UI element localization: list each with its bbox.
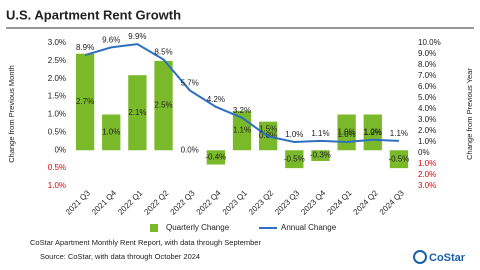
x-tick-label: 2023 Q2: [247, 188, 275, 216]
x-tick-label: 2022 Q2: [142, 188, 170, 216]
line-value-label: 1.2%: [364, 128, 382, 137]
line-value-label: 1.1%: [390, 129, 408, 138]
x-tick-label: 2022 Q3: [169, 188, 197, 216]
legend-swatch: [150, 224, 158, 232]
line-value-label: 8.5%: [154, 48, 172, 57]
y2-tick-label: 1.0%: [418, 159, 436, 168]
note: CoStar Apartment Monthly Rent Report, wi…: [30, 238, 261, 247]
x-tick-label: 2023 Q1: [221, 188, 249, 216]
y2-tick-label: 10.0%: [418, 38, 441, 47]
bar: [102, 114, 121, 151]
logo-mark: [413, 250, 427, 264]
y-tick-label: 0%: [54, 145, 66, 154]
bar-value-label: 1.0%: [364, 127, 382, 136]
line-value-label: 5.7%: [181, 78, 199, 87]
y-tick-label: 0.5%: [48, 127, 66, 136]
bar-value-label: 0.0%: [181, 145, 199, 154]
bar: [128, 75, 147, 151]
bar-value-label: -0.4%: [205, 153, 226, 162]
y-tick-label: 3.0%: [48, 38, 66, 47]
bar: [206, 150, 225, 165]
chart-title: U.S. Apartment Rent Growth: [6, 7, 181, 22]
line-value-label: 4.2%: [207, 95, 225, 104]
bar: [75, 53, 95, 151]
line-value-label: 9.9%: [128, 32, 146, 41]
y-axis-title: Change from Previous Month: [7, 65, 16, 163]
y2-tick-label: 3.0%: [418, 181, 436, 190]
bar-value-label: 2.1%: [128, 108, 146, 117]
bar-value-label: 1.1%: [233, 126, 251, 135]
line-value-label: 8.9%: [76, 43, 94, 52]
y2-tick-label: 1.0%: [418, 137, 436, 146]
y2-tick-label: 4.0%: [418, 104, 436, 113]
y2-tick-label: 9.0%: [418, 49, 436, 58]
x-tick-label: 2023 Q3: [273, 188, 301, 216]
bar: [154, 60, 173, 151]
x-tick-label: 2021 Q3: [64, 188, 92, 216]
bar-value-label: -0.5%: [388, 154, 409, 163]
y-tick-label: 1.0%: [48, 181, 66, 190]
y2-tick-label: 2.0%: [418, 170, 436, 179]
y2-tick-label: 0%: [418, 148, 430, 157]
y2-tick-label: 5.0%: [418, 93, 436, 102]
bar-value-label: -0.5%: [284, 154, 305, 163]
legend-label: Annual Change: [281, 223, 337, 232]
x-tick-label: 2023 Q4: [299, 188, 327, 216]
logo: CoStar: [429, 252, 466, 264]
line-value-label: 1.0%: [285, 130, 303, 139]
note: Source: CoStar, with data through Octobe…: [40, 252, 200, 261]
y-tick-label: 0.5%: [48, 163, 66, 172]
line-value-label: 1.1%: [311, 129, 329, 138]
legend-label: Quarterly Change: [166, 223, 230, 232]
bar: [285, 150, 304, 169]
line-value-label: 1.5%: [259, 125, 277, 134]
bar-value-label: 2.5%: [154, 101, 172, 110]
y2-tick-label: 7.0%: [418, 71, 436, 80]
y-tick-label: 1.5%: [48, 92, 66, 101]
bar-value-label: 1.0%: [102, 127, 120, 136]
bar-value-label: 1.0%: [337, 127, 355, 136]
bar-value-label: 2.7%: [76, 97, 94, 106]
x-tick-label: 2024 Q3: [378, 188, 406, 216]
bar: [311, 150, 330, 161]
line-value-label: 9.6%: [102, 36, 120, 45]
bar: [363, 114, 382, 151]
y-tick-label: 2.5%: [48, 56, 66, 65]
y2-tick-label: 8.0%: [418, 60, 436, 69]
line: [84, 43, 399, 144]
y-tick-label: 2.0%: [48, 74, 66, 83]
x-tick-label: 2021 Q4: [90, 188, 118, 216]
y2-tick-label: 3.0%: [418, 115, 436, 124]
y-tick-label: 1.0%: [48, 110, 66, 119]
y2-tick-label: 2.0%: [418, 126, 436, 135]
x-tick-label: 2024 Q2: [352, 188, 380, 216]
bar-value-label: -0.3%: [310, 151, 331, 160]
bar: [389, 150, 409, 169]
line-value-label: 3.2%: [233, 106, 251, 115]
x-tick-label: 2024 Q1: [325, 188, 353, 216]
line-value-label: 1.0%: [337, 130, 355, 139]
y2-axis-title: Change from Previous Year: [465, 68, 474, 160]
x-tick-label: 2022 Q4: [195, 188, 223, 216]
x-tick-label: 2022 Q1: [116, 188, 144, 216]
y2-tick-label: 6.0%: [418, 82, 436, 91]
